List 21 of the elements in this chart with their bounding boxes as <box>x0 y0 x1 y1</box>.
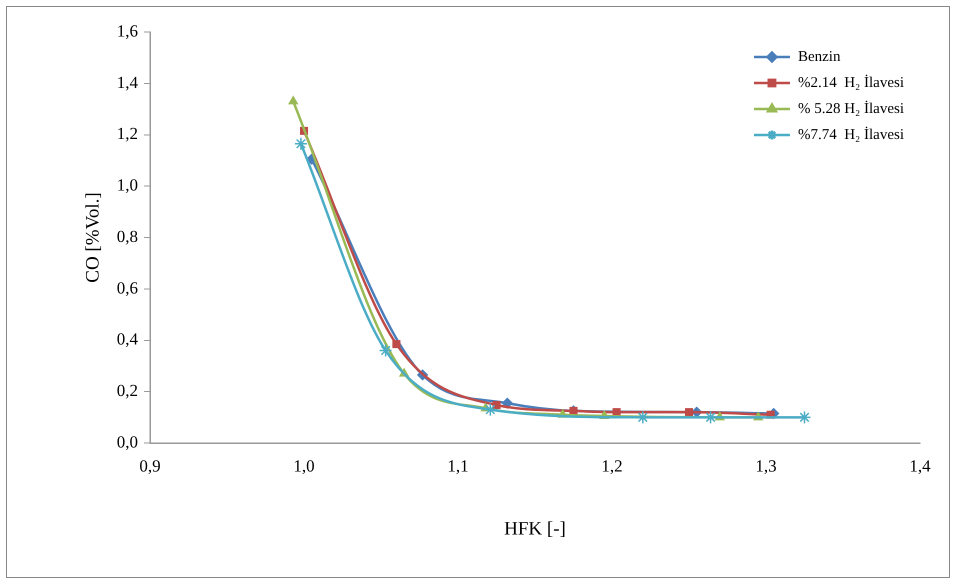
x-tick-label: 1,3 <box>755 456 777 476</box>
y-tick-label: 0,0 <box>116 432 138 452</box>
x-tick-label: 1,2 <box>601 456 623 476</box>
legend-label: %7.74 H₂ İlavesi <box>798 126 904 143</box>
y-tick-label: 1,4 <box>116 72 138 92</box>
y-tick-label: 0,4 <box>116 330 138 349</box>
x-tick-label: 0,9 <box>139 456 161 476</box>
y-tick-label: 1,0 <box>116 176 138 195</box>
y-tick-label: 1,2 <box>116 124 138 144</box>
y-tick-label: 1,6 <box>116 21 138 40</box>
y-tick-label: 0,2 <box>116 381 138 400</box>
y-tick-label: 0,6 <box>116 278 138 298</box>
legend-label: %2.14 H₂ İlavesi <box>798 74 904 91</box>
legend-label: Benzin <box>798 48 841 65</box>
y-tick-label: 0,8 <box>116 226 138 246</box>
x-axis-title: HFK [-] <box>504 518 566 540</box>
legend-label: % 5.28 H₂ İlavesi <box>798 100 904 117</box>
x-tick-label: 1,4 <box>909 456 932 476</box>
y-axis-title: CO [%Vol.] <box>82 192 104 283</box>
x-tick-label: 1,0 <box>293 456 315 476</box>
x-tick-label: 1,1 <box>447 456 469 476</box>
